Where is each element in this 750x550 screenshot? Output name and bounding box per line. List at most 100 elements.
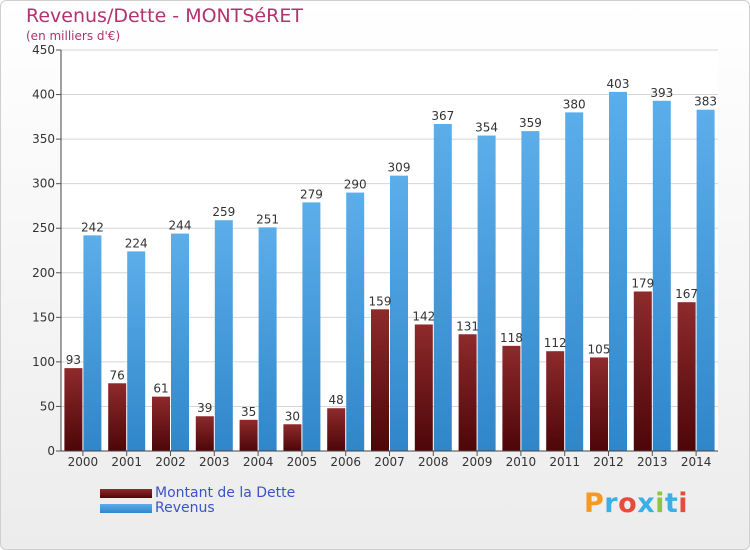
value-label-dette: 93 <box>66 353 81 367</box>
legend-label-revenus: Revenus <box>155 500 215 516</box>
bar-revenus <box>346 192 365 452</box>
x-tick-label: 2010 <box>506 455 537 469</box>
y-tick-label: 200 <box>32 266 55 280</box>
value-label-revenus: 290 <box>344 178 367 192</box>
value-label-dette: 167 <box>675 287 698 301</box>
y-tick-label: 100 <box>32 355 55 369</box>
value-label-revenus: 354 <box>475 121 498 135</box>
y-tick-label: 50 <box>40 399 55 413</box>
bar-dette <box>195 416 214 451</box>
chart-subtitle: (en milliers d'€) <box>26 29 121 43</box>
logo-letter: x <box>637 488 656 519</box>
bar-revenus <box>565 112 584 451</box>
bar-dette <box>64 368 83 451</box>
bar-revenus <box>83 235 102 451</box>
bar-revenus <box>171 233 189 451</box>
plot-area <box>61 50 718 451</box>
bar-revenus <box>302 202 321 451</box>
bar-revenus <box>609 91 627 451</box>
bar-dette <box>283 424 302 451</box>
x-tick-label: 2011 <box>549 455 580 469</box>
value-label-dette: 118 <box>500 331 523 345</box>
bar-dette <box>239 419 258 451</box>
bar-revenus <box>652 100 671 451</box>
logo-letter: i <box>678 488 689 519</box>
y-tick-label: 0 <box>47 444 55 458</box>
y-tick-label: 400 <box>32 88 55 102</box>
logo-letter: o <box>618 488 638 519</box>
bar-revenus <box>433 123 452 451</box>
value-label-dette: 131 <box>456 319 479 333</box>
bar-dette <box>633 291 652 451</box>
value-label-revenus: 279 <box>300 187 323 201</box>
bar-dette <box>414 324 433 451</box>
value-label-dette: 48 <box>329 393 344 407</box>
value-label-revenus: 383 <box>694 95 717 109</box>
x-tick-label: 2014 <box>681 455 712 469</box>
value-label-revenus: 380 <box>563 97 586 111</box>
bar-revenus <box>477 135 496 451</box>
x-tick-label: 2002 <box>155 455 186 469</box>
value-label-revenus: 224 <box>125 236 148 250</box>
value-label-dette: 112 <box>544 336 567 350</box>
value-label-dette: 105 <box>588 342 611 356</box>
value-label-revenus: 393 <box>650 86 673 100</box>
chart-title: Revenus/Dette - MONTSéRET <box>26 5 303 27</box>
value-label-revenus: 359 <box>519 116 542 130</box>
value-label-revenus: 367 <box>431 109 454 123</box>
value-label-dette: 159 <box>369 294 392 308</box>
legend-swatch-revenus <box>100 504 152 513</box>
bar-dette <box>590 357 608 451</box>
bar-dette <box>152 396 170 451</box>
proxiti-logo: Proxiti <box>584 488 688 519</box>
y-tick-label: 450 <box>32 43 55 57</box>
value-label-dette: 30 <box>285 409 300 423</box>
legend-swatch-debt <box>100 489 152 498</box>
x-tick-label: 2009 <box>462 455 493 469</box>
value-label-revenus: 309 <box>388 161 411 175</box>
bar-dette <box>458 334 477 451</box>
value-label-dette: 76 <box>110 368 125 382</box>
value-label-revenus: 259 <box>212 205 235 219</box>
bar-revenus <box>258 227 277 451</box>
value-label-dette: 179 <box>631 276 654 290</box>
x-tick-label: 2000 <box>68 455 99 469</box>
bar-revenus <box>696 109 715 452</box>
value-label-dette: 61 <box>153 382 168 396</box>
x-tick-label: 2012 <box>593 455 624 469</box>
x-tick-label: 2003 <box>199 455 230 469</box>
x-tick-label: 2006 <box>330 455 361 469</box>
bar-dette <box>327 408 346 451</box>
y-tick-label: 350 <box>32 132 55 146</box>
y-tick-label: 150 <box>32 310 55 324</box>
logo-letter: t <box>664 488 679 519</box>
x-tick-label: 2001 <box>111 455 142 469</box>
bar-dette <box>371 309 389 451</box>
x-tick-label: 2008 <box>418 455 449 469</box>
x-tick-label: 2005 <box>287 455 318 469</box>
value-label-revenus: 403 <box>607 77 630 91</box>
legend-label-debt: Montant de la Dette <box>155 485 296 501</box>
bar-dette <box>677 302 696 451</box>
bar-revenus <box>521 131 540 451</box>
bar-revenus <box>127 251 146 451</box>
y-tick-label: 300 <box>32 177 55 191</box>
bar-revenus <box>390 175 408 451</box>
x-tick-label: 2004 <box>243 455 274 469</box>
bar-dette <box>546 351 565 451</box>
logo-letter: i <box>655 488 665 519</box>
bar-dette <box>502 345 521 451</box>
value-label-revenus: 242 <box>81 220 104 234</box>
value-label-dette: 142 <box>412 309 435 323</box>
value-label-dette: 39 <box>197 401 212 415</box>
bar-revenus <box>214 220 233 451</box>
value-label-dette: 35 <box>241 405 256 419</box>
x-tick-label: 2007 <box>374 455 405 469</box>
x-tick-label: 2013 <box>637 455 668 469</box>
value-label-revenus: 244 <box>169 219 192 233</box>
logo-letter: r <box>604 488 619 519</box>
value-label-revenus: 251 <box>256 212 279 226</box>
bar-dette <box>108 383 127 451</box>
logo-letter: P <box>584 488 605 519</box>
